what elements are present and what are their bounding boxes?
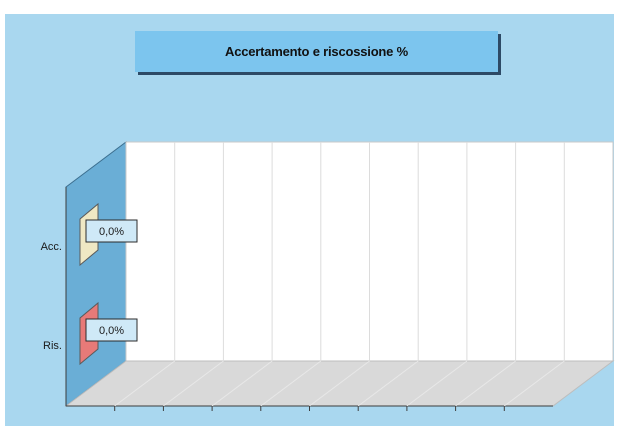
data-label-box	[85, 219, 138, 243]
data-label-box	[85, 318, 138, 342]
data-label: 0,0%	[99, 325, 124, 337]
chart-title-box: Accertamento e riscossione %	[135, 31, 498, 72]
floor-gridline	[309, 360, 370, 407]
category-label: Acc.	[41, 241, 62, 253]
floor-gridline	[114, 360, 175, 407]
chart-title: Accertamento e riscossione %	[225, 44, 408, 59]
side-wall	[65, 141, 127, 407]
floor-gridline	[260, 360, 322, 407]
floor-gridline	[503, 360, 565, 407]
floor-gridline	[406, 360, 468, 407]
category-label: Ris.	[43, 340, 62, 352]
floor-gridline	[211, 360, 273, 407]
floor-gridline	[357, 360, 419, 407]
floor-gridline	[455, 360, 516, 407]
data-label: 0,0%	[99, 226, 124, 238]
floor-gridline	[163, 360, 224, 407]
